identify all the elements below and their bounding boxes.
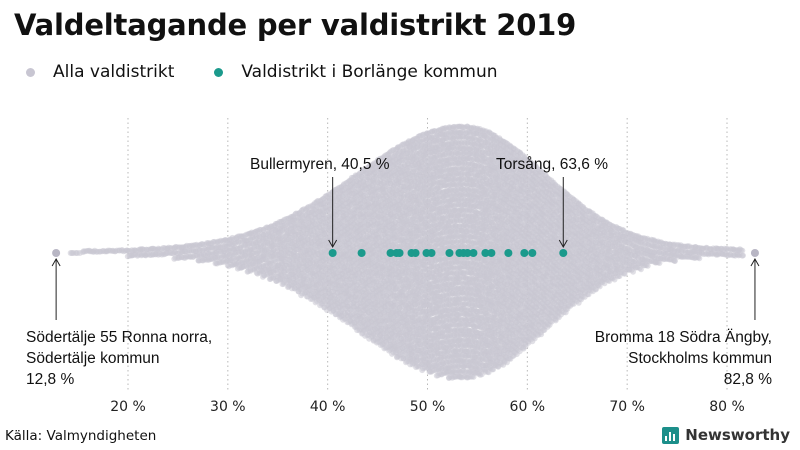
legend-label-all: Alla valdistrikt [53, 62, 175, 82]
x-tick-label: 70 % [609, 399, 645, 415]
legend-dot-all [26, 67, 35, 77]
swarm-all-districts [67, 123, 746, 381]
legend-dot-borlange [214, 67, 224, 77]
legend-item-all: Alla valdistrikt [26, 62, 174, 82]
x-tick-label: 20 % [110, 399, 146, 415]
chart-title: Valdeltagande per valdistrikt 2019 [14, 8, 577, 42]
x-tick-label: 80 % [709, 399, 745, 415]
legend-item-borlange: Valdistrikt i Borlänge kommun [214, 62, 498, 82]
x-tick-label: 40 % [310, 399, 346, 415]
legend-label-borlange: Valdistrikt i Borlänge kommun [241, 62, 498, 82]
x-tick-label: 50 % [410, 399, 446, 415]
x-tick-label: 30 % [210, 399, 246, 415]
legend: Alla valdistrikt Valdistrikt i Borlänge … [26, 62, 538, 82]
x-tick-label: 60 % [510, 399, 546, 415]
